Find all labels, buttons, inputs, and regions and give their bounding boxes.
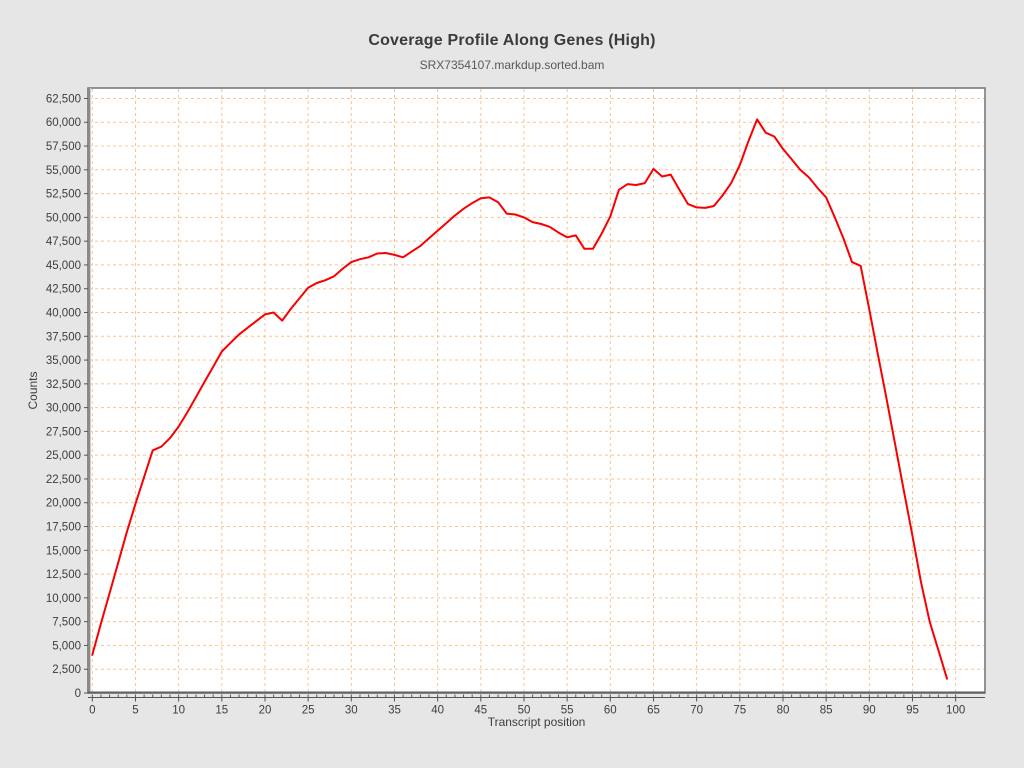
y-tick-label: 22,500 bbox=[46, 474, 81, 486]
x-tick-label: 90 bbox=[863, 705, 876, 717]
chart-title: Coverage Profile Along Genes (High) bbox=[368, 32, 656, 49]
y-tick-label: 37,500 bbox=[46, 331, 81, 343]
x-tick-label: 10 bbox=[172, 705, 185, 717]
y-axis-title: Counts bbox=[26, 371, 40, 409]
y-tick-label: 7,500 bbox=[52, 617, 81, 629]
x-tick-label: 95 bbox=[906, 705, 919, 717]
y-tick-label: 30,000 bbox=[46, 403, 81, 415]
y-tick-label: 17,500 bbox=[46, 522, 81, 534]
y-tick-label: 0 bbox=[75, 688, 81, 700]
y-tick-label: 32,500 bbox=[46, 379, 81, 391]
y-tick-label: 47,500 bbox=[46, 236, 81, 248]
y-tick-label: 25,000 bbox=[46, 450, 81, 462]
x-tick-label: 20 bbox=[259, 705, 272, 717]
y-tick-label: 52,500 bbox=[46, 189, 81, 201]
y-tick-label: 27,500 bbox=[46, 426, 81, 438]
y-tick-label: 42,500 bbox=[46, 284, 81, 296]
y-tick-label: 55,000 bbox=[46, 165, 81, 177]
coverage-line bbox=[91, 118, 948, 680]
y-tick-label: 35,000 bbox=[46, 355, 81, 367]
x-tick-label: 30 bbox=[345, 705, 358, 717]
x-tick-label: 100 bbox=[946, 705, 965, 717]
x-tick-label: 75 bbox=[733, 705, 746, 717]
y-tick-label: 50,000 bbox=[46, 212, 81, 224]
y-tick-label: 5,000 bbox=[52, 640, 81, 652]
y-tick-label: 45,000 bbox=[46, 260, 81, 272]
x-tick-label: 15 bbox=[215, 705, 228, 717]
x-axis-title: Transcript position bbox=[488, 715, 586, 729]
y-tick-label: 57,500 bbox=[46, 141, 81, 153]
x-tick-label: 50 bbox=[518, 705, 531, 717]
y-tick-label: 60,000 bbox=[46, 117, 81, 129]
plot-area bbox=[87, 87, 986, 694]
x-tick-label: 45 bbox=[474, 705, 487, 717]
y-tick-label: 10,000 bbox=[46, 593, 81, 605]
y-tick-label: 62,500 bbox=[46, 93, 81, 105]
y-tick-label: 40,000 bbox=[46, 307, 81, 319]
chart-subtitle: SRX7354107.markdup.sorted.bam bbox=[419, 58, 605, 72]
x-tick-label: 60 bbox=[604, 705, 617, 717]
y-tick-label: 20,000 bbox=[46, 498, 81, 510]
x-tick-label: 70 bbox=[690, 705, 703, 717]
y-tick-label: 12,500 bbox=[46, 569, 81, 581]
y-tick-label: 2,500 bbox=[52, 664, 81, 676]
x-tick-label: 5 bbox=[132, 705, 138, 717]
x-tick-label: 85 bbox=[820, 705, 833, 717]
x-tick-label: 65 bbox=[647, 705, 660, 717]
x-tick-label: 35 bbox=[388, 705, 401, 717]
x-tick-label: 25 bbox=[302, 705, 315, 717]
y-tick-label: 15,000 bbox=[46, 545, 81, 557]
x-tick-label: 0 bbox=[89, 705, 95, 717]
x-tick-label: 40 bbox=[431, 705, 444, 717]
x-tick-label: 55 bbox=[561, 705, 574, 717]
x-tick-label: 80 bbox=[777, 705, 790, 717]
